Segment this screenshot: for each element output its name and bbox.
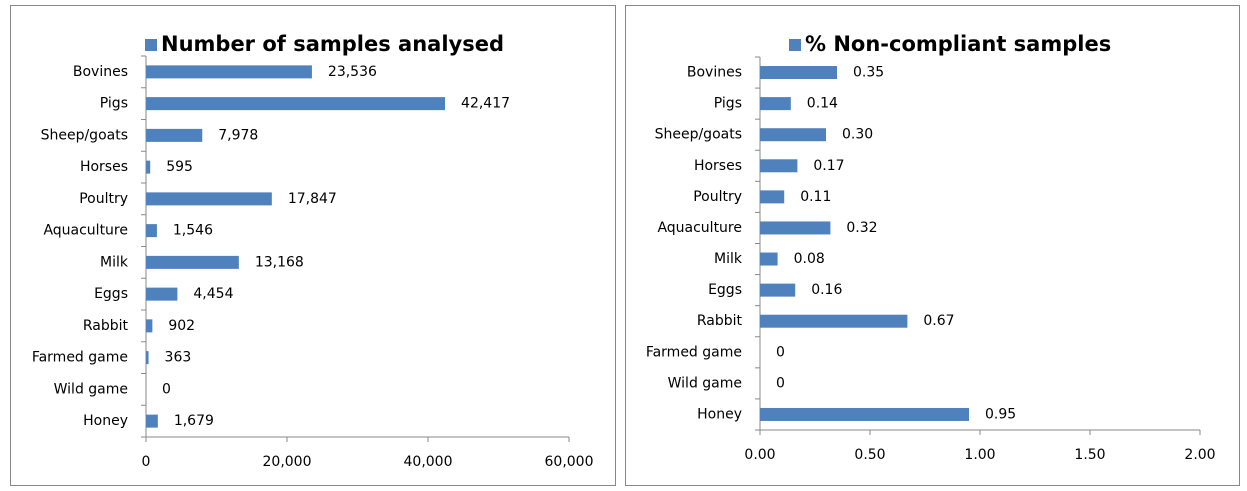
x-tick-label: 20,000 (263, 454, 312, 470)
bar (146, 287, 178, 301)
value-label: 0.67 (923, 313, 954, 329)
bar (760, 252, 778, 266)
y-tick-label: Horses (694, 158, 742, 174)
x-tick-label: 2.00 (1184, 447, 1215, 463)
bar (760, 221, 831, 235)
value-label: 1,546 (173, 223, 213, 239)
y-tick-label: Bovines (687, 65, 742, 81)
legend-label: Number of samples analysed (161, 32, 504, 56)
value-label: 17,847 (288, 191, 337, 207)
y-tick-label: Eggs (708, 282, 742, 298)
x-tick-label: 0.50 (854, 447, 885, 463)
y-tick-label: Sheep/goats (41, 127, 128, 143)
bar (146, 414, 158, 428)
legend-swatch (145, 39, 157, 51)
x-tick-label: 40,000 (404, 454, 453, 470)
y-tick-label: Poultry (693, 189, 742, 205)
bar (760, 190, 785, 204)
bar (760, 159, 798, 173)
legend-label: % Non-compliant samples (805, 32, 1111, 56)
chart-border (625, 5, 1240, 486)
y-tick-label: Wild game (54, 381, 128, 397)
x-tick-label: 0.00 (744, 447, 775, 463)
y-tick-label: Aquaculture (43, 223, 128, 239)
value-label: 13,168 (255, 254, 304, 270)
y-tick-label: Horses (80, 159, 128, 175)
x-tick-label: 60,000 (545, 454, 594, 470)
value-label: 42,417 (461, 96, 510, 112)
value-label: 0.08 (794, 251, 825, 267)
bar (760, 66, 837, 80)
y-tick-label: Wild game (668, 375, 742, 391)
x-tick-label: 0 (142, 454, 151, 470)
bar (760, 314, 908, 328)
x-tick-label: 1.50 (1074, 447, 1105, 463)
value-label: 4,454 (193, 286, 233, 302)
bar (760, 128, 826, 142)
y-tick-label: Rabbit (83, 318, 129, 334)
value-label: 1,679 (174, 413, 214, 429)
bar (760, 407, 969, 421)
value-label: 0.16 (811, 282, 842, 298)
value-label: 363 (165, 350, 192, 366)
value-label: 0.11 (800, 189, 831, 205)
bar (146, 224, 157, 238)
y-tick-label: Milk (714, 251, 743, 267)
bar (146, 128, 203, 142)
value-label: 0.32 (846, 220, 877, 236)
y-tick-label: Aquaculture (657, 220, 742, 236)
y-tick-label: Honey (83, 413, 128, 429)
bar (760, 97, 791, 111)
legend-swatch (789, 39, 801, 51)
y-tick-label: Honey (697, 406, 742, 422)
value-label: 0.17 (813, 158, 844, 174)
value-label: 0.35 (853, 65, 884, 81)
bar (146, 255, 239, 269)
value-label: 0 (162, 381, 171, 397)
chart-border (10, 5, 616, 486)
y-tick-label: Poultry (79, 191, 128, 207)
bar (146, 192, 272, 206)
y-tick-label: Farmed game (646, 344, 742, 360)
value-label: 0.95 (985, 406, 1016, 422)
bar (146, 97, 446, 111)
bar (146, 65, 312, 79)
value-label: 7,978 (218, 127, 258, 143)
y-tick-label: Sheep/goats (655, 127, 742, 143)
value-label: 902 (168, 318, 195, 334)
bar (760, 283, 796, 297)
bar (146, 160, 151, 174)
bar (146, 319, 153, 333)
y-tick-label: Bovines (73, 64, 128, 80)
value-label: 0 (776, 375, 785, 391)
value-label: 595 (166, 159, 193, 175)
y-tick-label: Pigs (100, 96, 128, 112)
bar (146, 351, 149, 365)
value-label: 23,536 (328, 64, 377, 80)
y-tick-label: Milk (100, 254, 129, 270)
x-tick-label: 1.00 (964, 447, 995, 463)
y-tick-label: Rabbit (697, 313, 743, 329)
y-tick-label: Farmed game (32, 350, 128, 366)
y-tick-label: Eggs (94, 286, 128, 302)
value-label: 0.30 (842, 127, 873, 143)
y-tick-label: Pigs (714, 96, 742, 112)
value-label: 0 (776, 344, 785, 360)
value-label: 0.14 (807, 96, 838, 112)
